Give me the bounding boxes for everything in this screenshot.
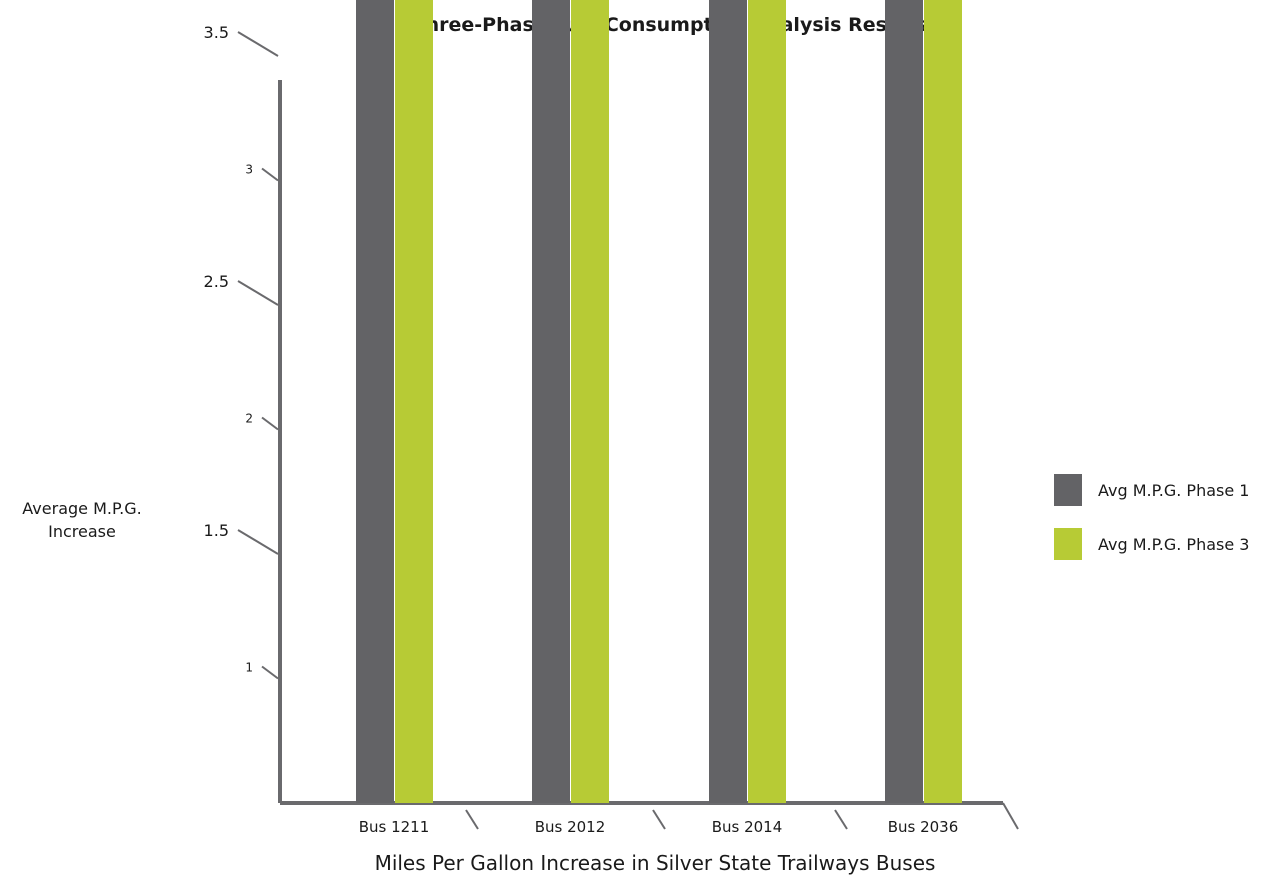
x-tick-label: Bus 2012: [535, 818, 606, 836]
y-tick-mark: [237, 529, 279, 555]
x-tick-label: Bus 1211: [359, 818, 430, 836]
bar-bus-2036-series-1: [885, 0, 923, 804]
x-separator-tick: [652, 809, 666, 830]
x-axis-label: Miles Per Gallon Increase in Silver Stat…: [374, 851, 936, 875]
legend-label-phase-1: Avg M.P.G. Phase 1: [1098, 480, 1250, 500]
y-axis-label: Average M.P.G. Increase: [22, 499, 142, 541]
x-axis-end-tick: [1002, 802, 1019, 830]
x-separator-tick: [465, 809, 479, 830]
y-tick-label: 2: [245, 412, 253, 426]
y-tick-label: 2.5: [204, 272, 229, 291]
bar-bus-2036-series-2: [924, 0, 962, 804]
legend: Avg M.P.G. Phase 1 Avg M.P.G. Phase 3: [1054, 474, 1249, 582]
y-tick-mark: [237, 31, 279, 57]
y-tick-mark: [261, 416, 279, 431]
y-tick-label: 1.5: [204, 521, 229, 540]
legend-item-phase-3: Avg M.P.G. Phase 3: [1054, 528, 1249, 560]
x-separator-tick: [834, 809, 848, 830]
x-tick-label: Bus 2014: [712, 818, 783, 836]
y-tick-label: 3: [245, 163, 253, 177]
y-tick-label: 1: [245, 661, 253, 675]
legend-item-phase-1: Avg M.P.G. Phase 1: [1054, 474, 1249, 506]
y-tick-label: 3.5: [204, 23, 229, 42]
bar-bus-1211-series-2: [395, 0, 433, 803]
bar-bus-2012-series-2: [571, 0, 609, 803]
legend-label-phase-3: Avg M.P.G. Phase 3: [1098, 534, 1250, 554]
x-tick-label: Bus 2036: [888, 818, 959, 836]
bar-bus-2012-series-1: [532, 0, 570, 803]
y-tick-mark: [261, 167, 279, 182]
y-tick-mark: [237, 280, 279, 306]
bar-bus-1211-series-1: [356, 0, 394, 803]
legend-swatch-phase-1: [1054, 474, 1082, 506]
legend-swatch-phase-3: [1054, 528, 1082, 560]
bar-bus-2014-series-1: [709, 0, 747, 803]
bar-bus-2014-series-2: [748, 0, 786, 803]
y-tick-mark: [261, 665, 279, 680]
